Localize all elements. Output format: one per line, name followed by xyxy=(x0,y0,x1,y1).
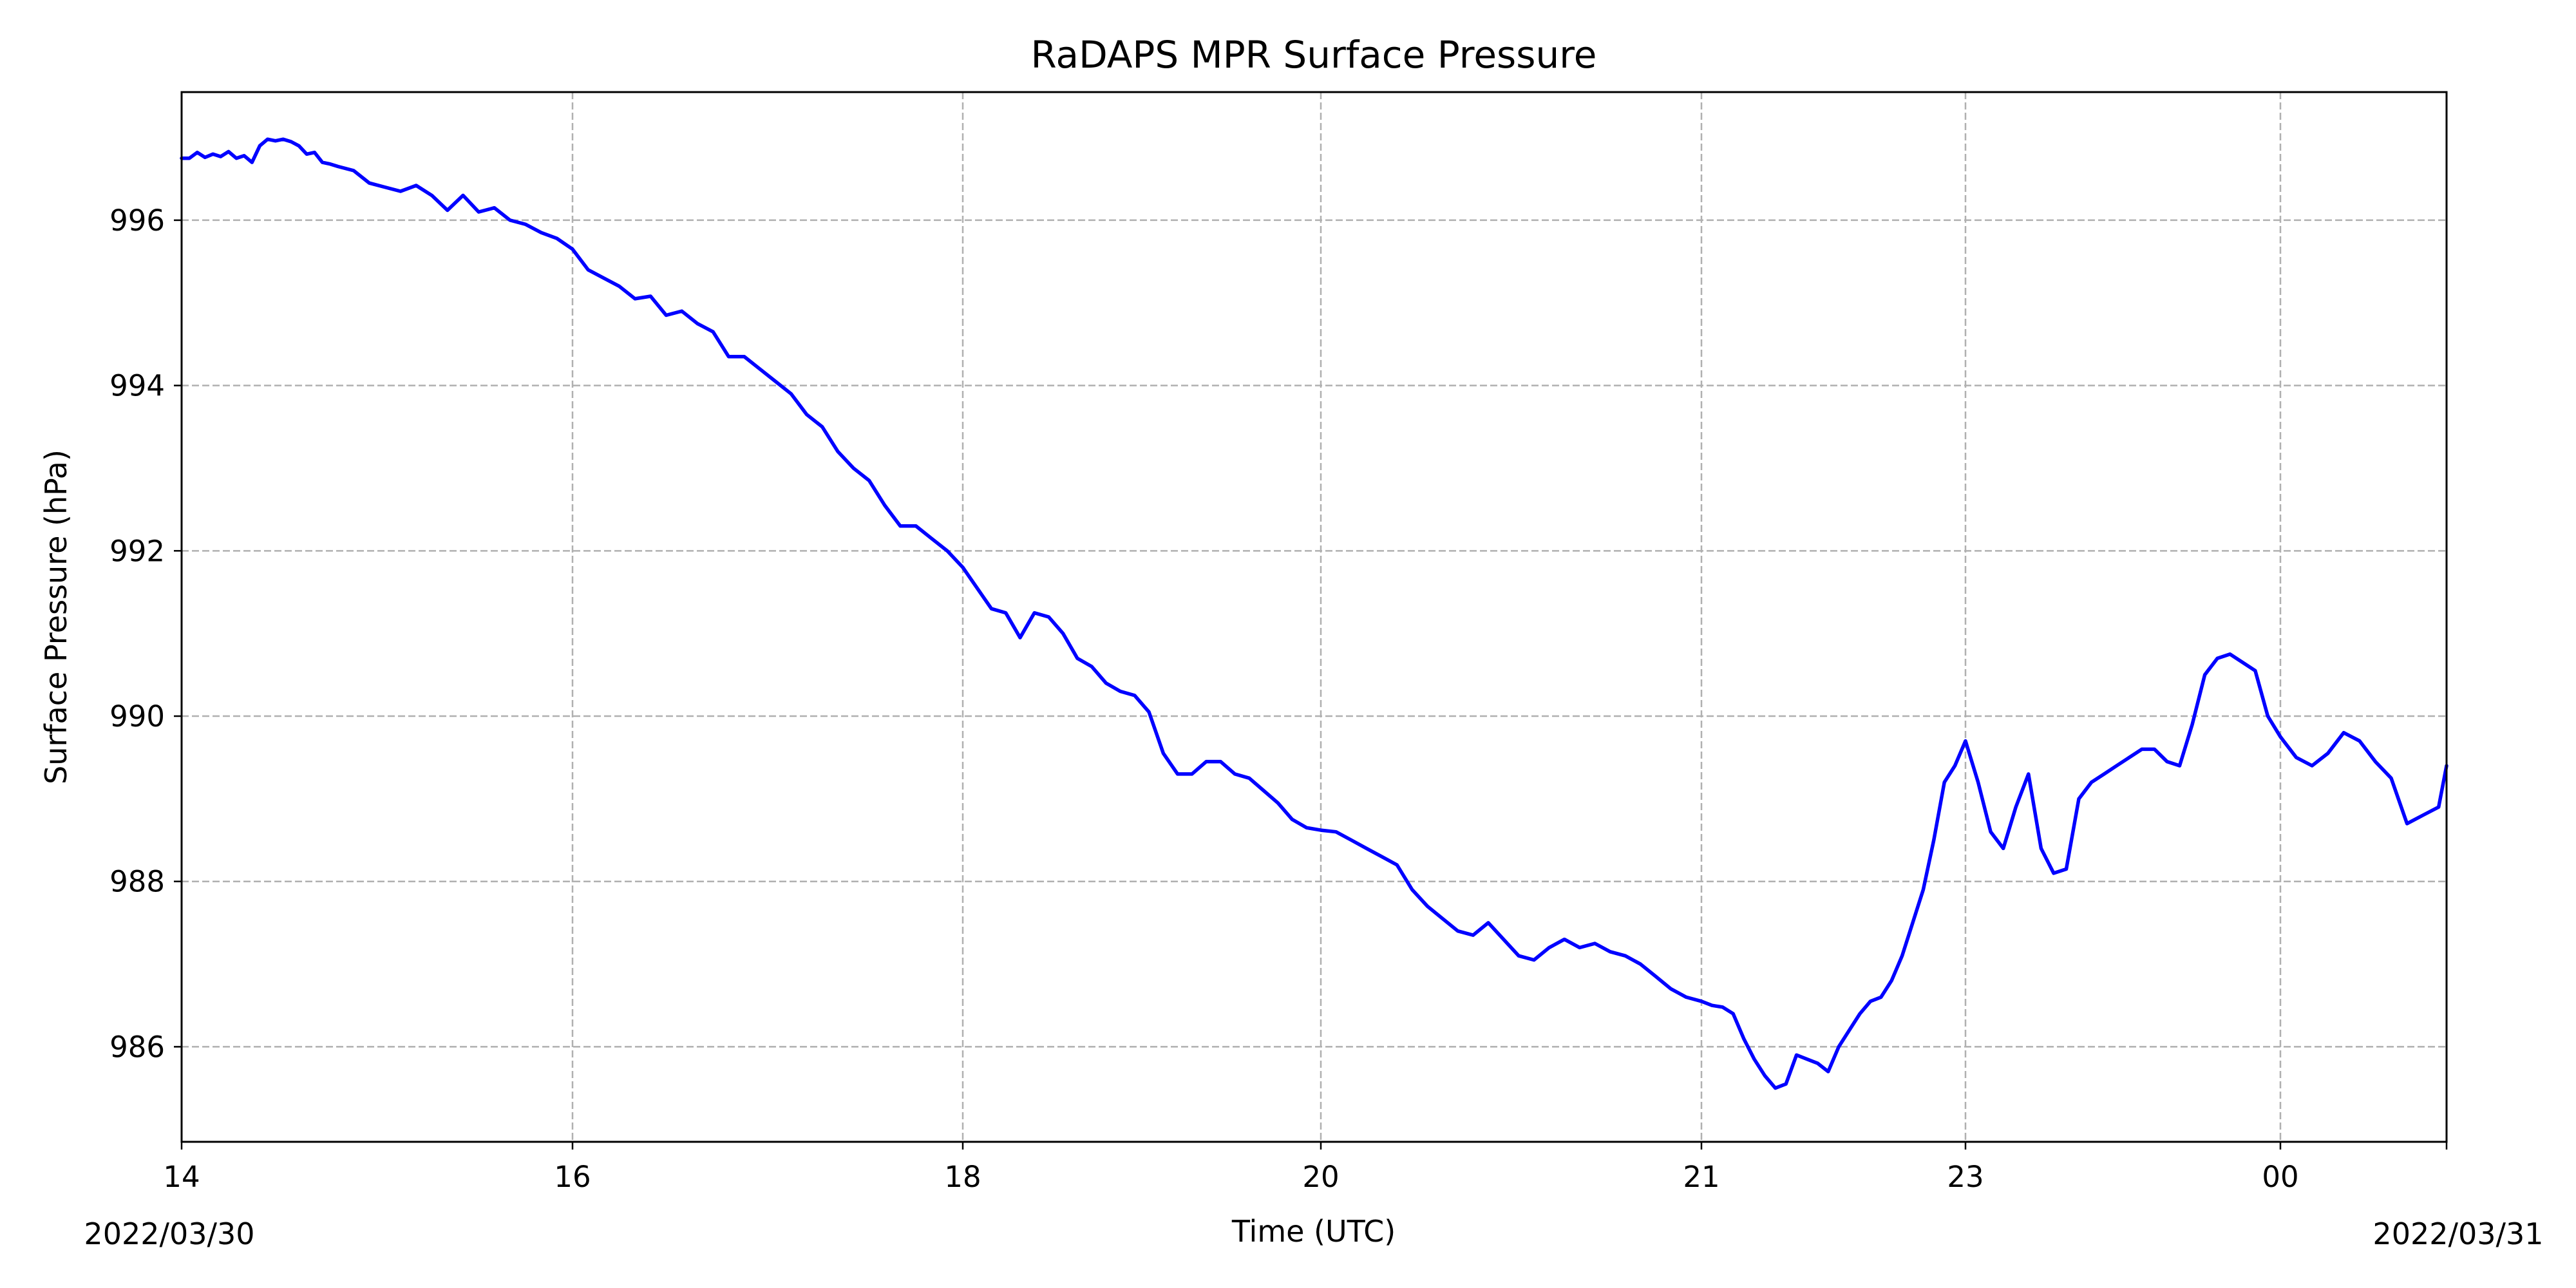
grid-layer xyxy=(182,92,2447,1142)
y-tick-label: 986 xyxy=(109,1030,165,1064)
chart-title: RaDAPS MPR Surface Pressure xyxy=(1031,33,1597,77)
x-tick-label: 16 xyxy=(554,1160,591,1194)
y-axis-label: Surface Pressure (hPa) xyxy=(39,450,73,784)
y-tick-label: 990 xyxy=(109,699,165,734)
y-tick-label: 994 xyxy=(109,369,165,403)
x-axis-label: Time (UTC) xyxy=(1231,1214,1396,1249)
y-tick-label: 988 xyxy=(109,865,165,899)
x-tick-label: 20 xyxy=(1302,1160,1339,1194)
series-layer xyxy=(180,137,2448,1090)
x-tick-label: 18 xyxy=(944,1160,981,1194)
y-tick-label: 996 xyxy=(109,204,165,238)
series-line-pressure xyxy=(180,137,2448,1090)
x-tick-label: 00 xyxy=(2262,1160,2298,1194)
x-tick-label: 23 xyxy=(1947,1160,1984,1194)
tick-layer: 14 16 18 20 21 23 00 986 988 990 992 994 996 xyxy=(109,204,2448,1194)
plot-frame xyxy=(180,91,2448,1143)
x-start-date-label: 2022/03/30 xyxy=(84,1217,254,1251)
y-tick-label: 992 xyxy=(109,534,165,568)
x-end-date-label: 2022/03/31 xyxy=(2372,1217,2543,1251)
x-tick-label: 14 xyxy=(163,1160,200,1194)
x-tick-label: 21 xyxy=(1683,1160,1719,1194)
